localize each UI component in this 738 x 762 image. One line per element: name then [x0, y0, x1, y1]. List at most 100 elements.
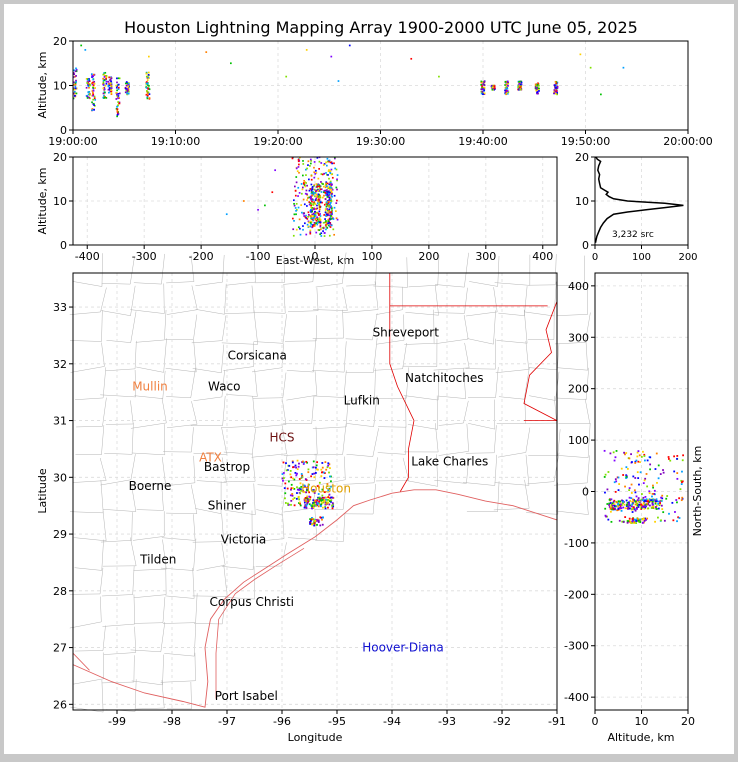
plan-view-source-point — [307, 483, 310, 486]
east-west-source-point — [322, 185, 325, 188]
east-west-source-point — [325, 212, 328, 214]
county-boundary — [132, 424, 166, 456]
north-south-source-point — [625, 504, 628, 506]
east-west-source-point — [300, 192, 303, 195]
east-west-source-point — [305, 168, 307, 171]
east-west-source-point — [297, 158, 300, 161]
east-west-source-point — [291, 217, 294, 220]
county-boundary — [315, 252, 347, 288]
east-west-source-point — [324, 189, 327, 192]
north-south-source-point — [608, 498, 611, 501]
county-boundary — [252, 372, 287, 399]
time-altitude-source-point — [116, 115, 118, 118]
time-altitude-source-point — [91, 74, 94, 77]
city-label: HCS — [269, 431, 294, 445]
east-west-source-point — [319, 225, 322, 228]
time-altitude-source-point — [127, 88, 130, 90]
east-west-source-point — [302, 160, 304, 162]
north-south-source-point — [629, 520, 632, 523]
plan-view-source-point — [311, 507, 314, 510]
county-boundary — [343, 457, 378, 485]
plan-view-source-point — [310, 504, 313, 507]
east-west-source-point — [318, 229, 321, 231]
east-west-outlier-point — [242, 200, 245, 202]
north-south-source-point — [651, 502, 654, 505]
plan-view-source-point — [318, 502, 321, 505]
plan-view-source-point — [295, 474, 298, 477]
north-south-source-point — [627, 507, 629, 510]
time-altitude-source-point — [124, 87, 127, 90]
north-south-source-point — [660, 504, 663, 507]
east-west-source-point — [294, 185, 296, 188]
east-west-source-point — [310, 189, 313, 192]
plan-view-source-point — [332, 505, 335, 508]
county-boundary — [495, 340, 530, 374]
plan-view-source-point — [313, 472, 316, 475]
city-label: Hoover-Diana — [362, 641, 444, 655]
time-altitude-source-point — [482, 86, 485, 89]
county-boundary — [283, 395, 315, 424]
north-south-source-point — [648, 492, 651, 495]
north-south-source-point — [645, 500, 647, 503]
time-altitude-source-point — [92, 102, 95, 105]
time-altitude-source-point — [148, 93, 151, 95]
north-south-source-point — [611, 504, 614, 507]
county-boundary — [496, 309, 528, 344]
east-west-source-point — [329, 198, 332, 201]
north-south-source-point — [620, 509, 623, 512]
east-west-source-point — [310, 204, 313, 207]
plan-view-source-point — [299, 504, 302, 507]
plan-view-source-point — [330, 496, 332, 499]
east-west-source-point — [313, 202, 315, 205]
east-west-source-point — [313, 176, 316, 179]
north-south-source-point — [642, 502, 645, 504]
plan-view-source-point — [321, 494, 324, 497]
county-boundary — [314, 423, 347, 456]
north-south-source-point — [633, 489, 636, 492]
county-boundary — [194, 596, 226, 625]
north-south-source-point — [621, 520, 624, 523]
east-west-source-point — [327, 170, 330, 172]
county-boundary — [404, 423, 439, 453]
plan-view-source-point — [311, 517, 313, 519]
east-west-source-point — [321, 173, 324, 176]
east-west-source-point — [295, 181, 298, 184]
north-south-source-point — [621, 499, 623, 502]
plan-view-source-point — [306, 503, 308, 506]
plan-view-source-point — [314, 499, 317, 502]
east-west-source-point — [323, 214, 326, 216]
north-south-source-point — [681, 470, 683, 473]
time-altitude-source-point — [553, 84, 556, 87]
north-south-source-point — [609, 510, 612, 513]
east-west-source-point — [317, 188, 319, 191]
north-south-ytick-label: -300 — [564, 640, 589, 653]
east-west-source-point — [313, 188, 316, 191]
east-west-source-point — [309, 229, 312, 232]
north-south-source-point — [614, 478, 617, 481]
city-label: Natchitoches — [405, 371, 483, 385]
east-west-source-point — [336, 179, 338, 182]
east-west-source-point — [305, 189, 308, 192]
county-boundary — [408, 255, 440, 288]
east-west-source-point — [320, 162, 323, 164]
time-altitude-source-point — [146, 86, 149, 89]
county-boundary — [524, 281, 557, 317]
north-south-xtick-label: 10 — [635, 715, 649, 728]
east-west-source-point — [330, 209, 333, 212]
time-altitude-source-point — [115, 86, 118, 89]
east-west-source-point — [320, 181, 322, 183]
county-boundary — [166, 401, 198, 429]
time-altitude-source-point — [75, 67, 77, 70]
east-west-source-point — [317, 190, 320, 192]
county-boundary — [163, 427, 194, 453]
east-west-source-point — [309, 202, 312, 204]
time-altitude-outlier-point — [84, 49, 87, 51]
east-west-outlier-point — [225, 213, 228, 216]
county-boundary — [166, 681, 192, 710]
north-south-source-point — [630, 497, 633, 500]
north-south-source-point — [604, 473, 607, 476]
east-west-source-point — [329, 222, 332, 225]
map-ytick-label: 31 — [53, 415, 67, 428]
county-boundary — [345, 313, 378, 341]
